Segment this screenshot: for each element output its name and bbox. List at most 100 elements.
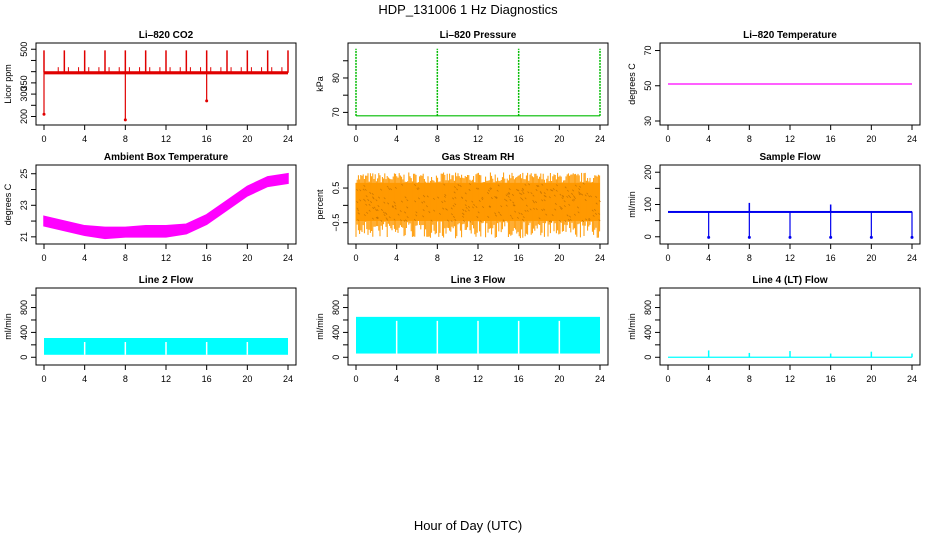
x-tick-label: 4 bbox=[394, 374, 399, 384]
x-tick-label: 20 bbox=[866, 253, 876, 263]
x-tick-label: 12 bbox=[161, 253, 171, 263]
x-tick-label: 24 bbox=[907, 253, 917, 263]
y-axis-label: kPa bbox=[315, 76, 325, 92]
y-tick-label: 50 bbox=[643, 81, 653, 91]
x-tick-label: 24 bbox=[283, 253, 293, 263]
y-tick-label: 0 bbox=[643, 234, 653, 239]
x-tick-label: 16 bbox=[514, 374, 524, 384]
x-tick-label: 20 bbox=[554, 374, 564, 384]
x-tick-label: 4 bbox=[394, 134, 399, 144]
panel-4: Gas Stream RH percent 0 4 8 12 16 20 24 −0.5 0.5 bbox=[315, 152, 609, 263]
panel-title: Gas Stream RH bbox=[442, 152, 515, 163]
x-tick-label: 4 bbox=[706, 134, 711, 144]
panel-title: Li–820 Temperature bbox=[743, 30, 837, 41]
x-tick-label: 24 bbox=[907, 134, 917, 144]
x-tick-label: 4 bbox=[82, 374, 87, 384]
x-tick-label: 4 bbox=[706, 374, 711, 384]
y-tick-label: 30 bbox=[643, 116, 653, 126]
x-tick-label: 8 bbox=[747, 253, 752, 263]
panel-6: Line 2 Flow ml/min 0 4 8 12 16 20 24 0 400 800 bbox=[3, 275, 297, 384]
y-tick-label: 0 bbox=[19, 355, 29, 360]
y-tick-label: 400 bbox=[19, 325, 29, 340]
x-tick-label: 8 bbox=[123, 374, 128, 384]
y-tick-label: −0.5 bbox=[331, 214, 341, 232]
x-tick-label: 0 bbox=[41, 253, 46, 263]
panel-5: Sample Flow ml/min 0 4 8 12 16 20 24 0 100 200 bbox=[627, 152, 921, 263]
y-tick-label: 70 bbox=[331, 107, 341, 117]
y-tick-label: 800 bbox=[331, 300, 341, 315]
x-tick-label: 24 bbox=[595, 374, 605, 384]
x-tick-label: 8 bbox=[435, 374, 440, 384]
x-tick-label: 20 bbox=[866, 374, 876, 384]
x-tick-label: 16 bbox=[202, 374, 212, 384]
x-tick-label: 16 bbox=[514, 253, 524, 263]
x-tick-label: 20 bbox=[242, 134, 252, 144]
x-tick-label: 12 bbox=[785, 253, 795, 263]
data-texture bbox=[356, 182, 601, 223]
y-tick-label: 500 bbox=[19, 42, 29, 57]
x-tick-label: 16 bbox=[826, 134, 836, 144]
data-point bbox=[42, 112, 46, 116]
x-tick-label: 12 bbox=[785, 134, 795, 144]
x-tick-label: 8 bbox=[123, 253, 128, 263]
x-tick-label: 0 bbox=[353, 134, 358, 144]
y-axis-label: Licor ppm bbox=[3, 64, 13, 104]
x-tick-label: 0 bbox=[41, 134, 46, 144]
y-tick-label: 25 bbox=[19, 169, 29, 179]
y-axis-label: ml/min bbox=[627, 313, 637, 340]
data-line bbox=[44, 71, 288, 75]
x-axis-caption: Hour of Day (UTC) bbox=[413, 518, 523, 533]
y-tick-label: 200 bbox=[643, 165, 653, 180]
x-tick-label: 8 bbox=[747, 134, 752, 144]
x-tick-label: 20 bbox=[554, 134, 564, 144]
x-tick-label: 16 bbox=[202, 253, 212, 263]
y-tick-label: 800 bbox=[19, 300, 29, 315]
y-axis-label: degrees C bbox=[627, 63, 637, 105]
x-tick-label: 24 bbox=[595, 253, 605, 263]
x-tick-label: 20 bbox=[242, 253, 252, 263]
x-tick-label: 12 bbox=[473, 134, 483, 144]
x-tick-label: 4 bbox=[706, 253, 711, 263]
y-tick-label: 0.5 bbox=[331, 182, 341, 195]
data-point bbox=[910, 235, 914, 239]
panel-title: Li–820 Pressure bbox=[440, 30, 517, 41]
x-tick-label: 16 bbox=[826, 374, 836, 384]
panel-title: Li–820 CO2 bbox=[139, 30, 194, 41]
x-tick-label: 12 bbox=[161, 134, 171, 144]
x-tick-label: 8 bbox=[123, 134, 128, 144]
x-tick-label: 12 bbox=[473, 374, 483, 384]
panel-title: Line 4 (LT) Flow bbox=[752, 275, 828, 286]
data-point bbox=[869, 235, 873, 239]
y-axis-label: percent bbox=[315, 189, 325, 220]
y-axis-label: ml/min bbox=[315, 313, 325, 340]
x-tick-label: 8 bbox=[435, 253, 440, 263]
panel-1: Li–820 Pressure kPa 0 4 8 12 16 20 24 70 80 bbox=[315, 30, 609, 144]
y-tick-label: 400 bbox=[331, 325, 341, 340]
y-tick-label: 21 bbox=[19, 232, 29, 242]
y-tick-label: 0 bbox=[643, 355, 653, 360]
x-tick-label: 8 bbox=[747, 374, 752, 384]
y-axis-label: ml/min bbox=[3, 313, 13, 340]
y-tick-label: 300 bbox=[19, 87, 29, 102]
panel-3: Ambient Box Temperature degrees C 0 4 8 12 16 2… bbox=[3, 152, 297, 263]
x-tick-label: 16 bbox=[514, 134, 524, 144]
x-tick-label: 12 bbox=[785, 374, 795, 384]
x-tick-label: 0 bbox=[353, 253, 358, 263]
data-noise bbox=[355, 172, 601, 239]
data-point bbox=[707, 235, 711, 239]
data-band bbox=[43, 172, 289, 240]
panel-8: Line 4 (LT) Flow ml/min 0 4 8 12 16 20 24 0 400 800 bbox=[627, 275, 921, 384]
y-tick-label: 400 bbox=[643, 325, 653, 340]
x-tick-label: 0 bbox=[41, 374, 46, 384]
data-point bbox=[788, 235, 792, 239]
data-point bbox=[123, 118, 127, 122]
y-tick-label: 23 bbox=[19, 200, 29, 210]
x-tick-label: 4 bbox=[82, 253, 87, 263]
x-tick-label: 0 bbox=[665, 374, 670, 384]
data-point bbox=[205, 99, 209, 103]
x-tick-label: 24 bbox=[283, 374, 293, 384]
x-tick-label: 16 bbox=[202, 134, 212, 144]
x-tick-label: 4 bbox=[82, 134, 87, 144]
panel-title: Line 3 Flow bbox=[451, 275, 506, 286]
